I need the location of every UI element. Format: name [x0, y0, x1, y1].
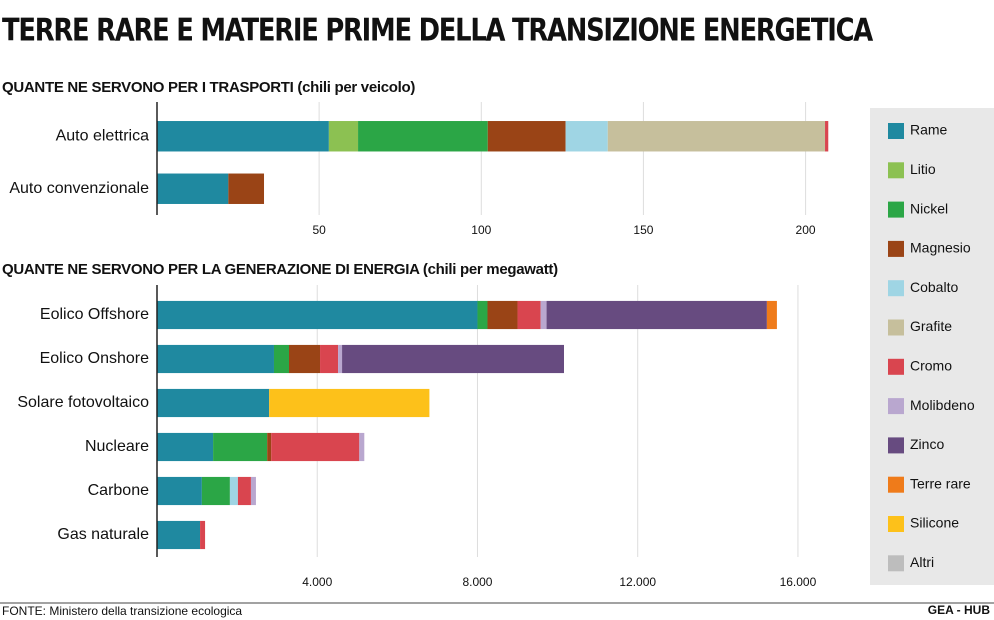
- bar-segment: [546, 300, 767, 330]
- bar-segment: [359, 432, 365, 462]
- bar-segment: [766, 300, 777, 330]
- y-tick-label: Solare fotovoltaico: [17, 394, 149, 411]
- bar-segment: [338, 344, 343, 374]
- legend-swatch: [888, 358, 904, 375]
- legend-swatch: [888, 240, 904, 257]
- bar-segment: [157, 173, 229, 204]
- x-tick-label: 50: [312, 223, 326, 237]
- bar-segment: [213, 432, 268, 462]
- legend-swatch: [888, 437, 904, 454]
- chart-subtitle: QUANTE NE SERVONO PER I TRASPORTI (chili…: [2, 79, 415, 96]
- legend-swatch: [888, 516, 904, 532]
- x-tick-label: 12.000: [619, 575, 656, 589]
- bar-segment: [358, 121, 488, 152]
- bar-segment: [157, 520, 201, 550]
- bar-segment: [517, 300, 541, 330]
- bar-segment: [328, 121, 359, 152]
- legend-label: Rame: [910, 122, 948, 138]
- legend-swatch: [888, 162, 904, 179]
- y-tick-label: Eolico Onshore: [40, 350, 149, 367]
- x-tick-label: 4.000: [302, 575, 332, 589]
- bar-segment: [267, 432, 272, 462]
- bar-segment: [157, 121, 329, 152]
- x-tick-label: 100: [471, 223, 491, 237]
- bar-segment: [229, 476, 238, 506]
- legend-label: Altri: [910, 554, 934, 570]
- legend-label: Zinco: [910, 436, 944, 452]
- legend-label: Cromo: [910, 358, 952, 374]
- legend-label: Grafite: [910, 318, 952, 334]
- bar-segment: [487, 121, 566, 152]
- chart-subtitle: QUANTE NE SERVONO PER LA GENERAZIONE DI …: [2, 261, 558, 278]
- legend-swatch: [888, 123, 904, 139]
- bar-segment: [565, 121, 608, 152]
- bar-segment: [269, 388, 430, 418]
- bar-segment: [157, 344, 274, 374]
- source: FONTE: Ministero della transizione ecolo…: [2, 604, 242, 618]
- x-tick-label: 200: [796, 223, 816, 237]
- legend-label: Silicone: [910, 515, 959, 531]
- bar-segment: [825, 121, 829, 152]
- legend-label: Magnesio: [910, 240, 971, 256]
- legend-swatch: [888, 280, 904, 297]
- y-tick-label: Nucleare: [85, 438, 149, 455]
- legend-swatch: [888, 476, 904, 493]
- bar-segment: [607, 121, 826, 152]
- bar-segment: [157, 432, 214, 462]
- x-tick-label: 8.000: [462, 575, 492, 589]
- legend-swatch: [888, 319, 904, 336]
- bar-segment: [201, 476, 230, 506]
- bar-segment: [540, 300, 547, 330]
- y-tick-label: Gas naturale: [57, 526, 149, 543]
- bar-segment: [157, 388, 270, 418]
- legend-label: Cobalto: [910, 279, 958, 295]
- legend-label: Terre rare: [910, 475, 971, 491]
- bar-segment: [157, 300, 478, 330]
- legend-label: Molibdeno: [910, 397, 975, 413]
- bar-segment: [228, 173, 265, 204]
- bar-segment: [288, 344, 321, 374]
- y-tick-label: Eolico Offshore: [40, 306, 149, 323]
- bar-segment: [273, 344, 289, 374]
- bar-segment: [237, 476, 251, 506]
- bar-segment: [200, 520, 206, 550]
- bar-segment: [487, 300, 518, 330]
- legend-label: Nickel: [910, 200, 948, 216]
- legend-swatch: [888, 555, 904, 572]
- bar-segment: [157, 476, 202, 506]
- x-tick-label: 16.000: [780, 575, 817, 589]
- bar-segment: [477, 300, 488, 330]
- page-title: TERRE RARE E MATERIE PRIME DELLA TRANSIZ…: [2, 13, 873, 49]
- bar-segment: [342, 344, 564, 374]
- x-tick-label: 150: [633, 223, 653, 237]
- bar-segment: [320, 344, 339, 374]
- y-tick-label: Auto convenzionale: [9, 180, 149, 197]
- legend-box: [870, 108, 994, 585]
- brand: GEA - HUB: [928, 603, 991, 617]
- legend-label: Litio: [910, 161, 936, 177]
- bar-segment: [271, 432, 360, 462]
- legend-swatch: [888, 201, 904, 218]
- y-tick-label: Carbone: [88, 482, 149, 499]
- legend-swatch: [888, 398, 904, 415]
- bar-segment: [250, 476, 256, 506]
- y-tick-label: Auto elettrica: [56, 127, 149, 144]
